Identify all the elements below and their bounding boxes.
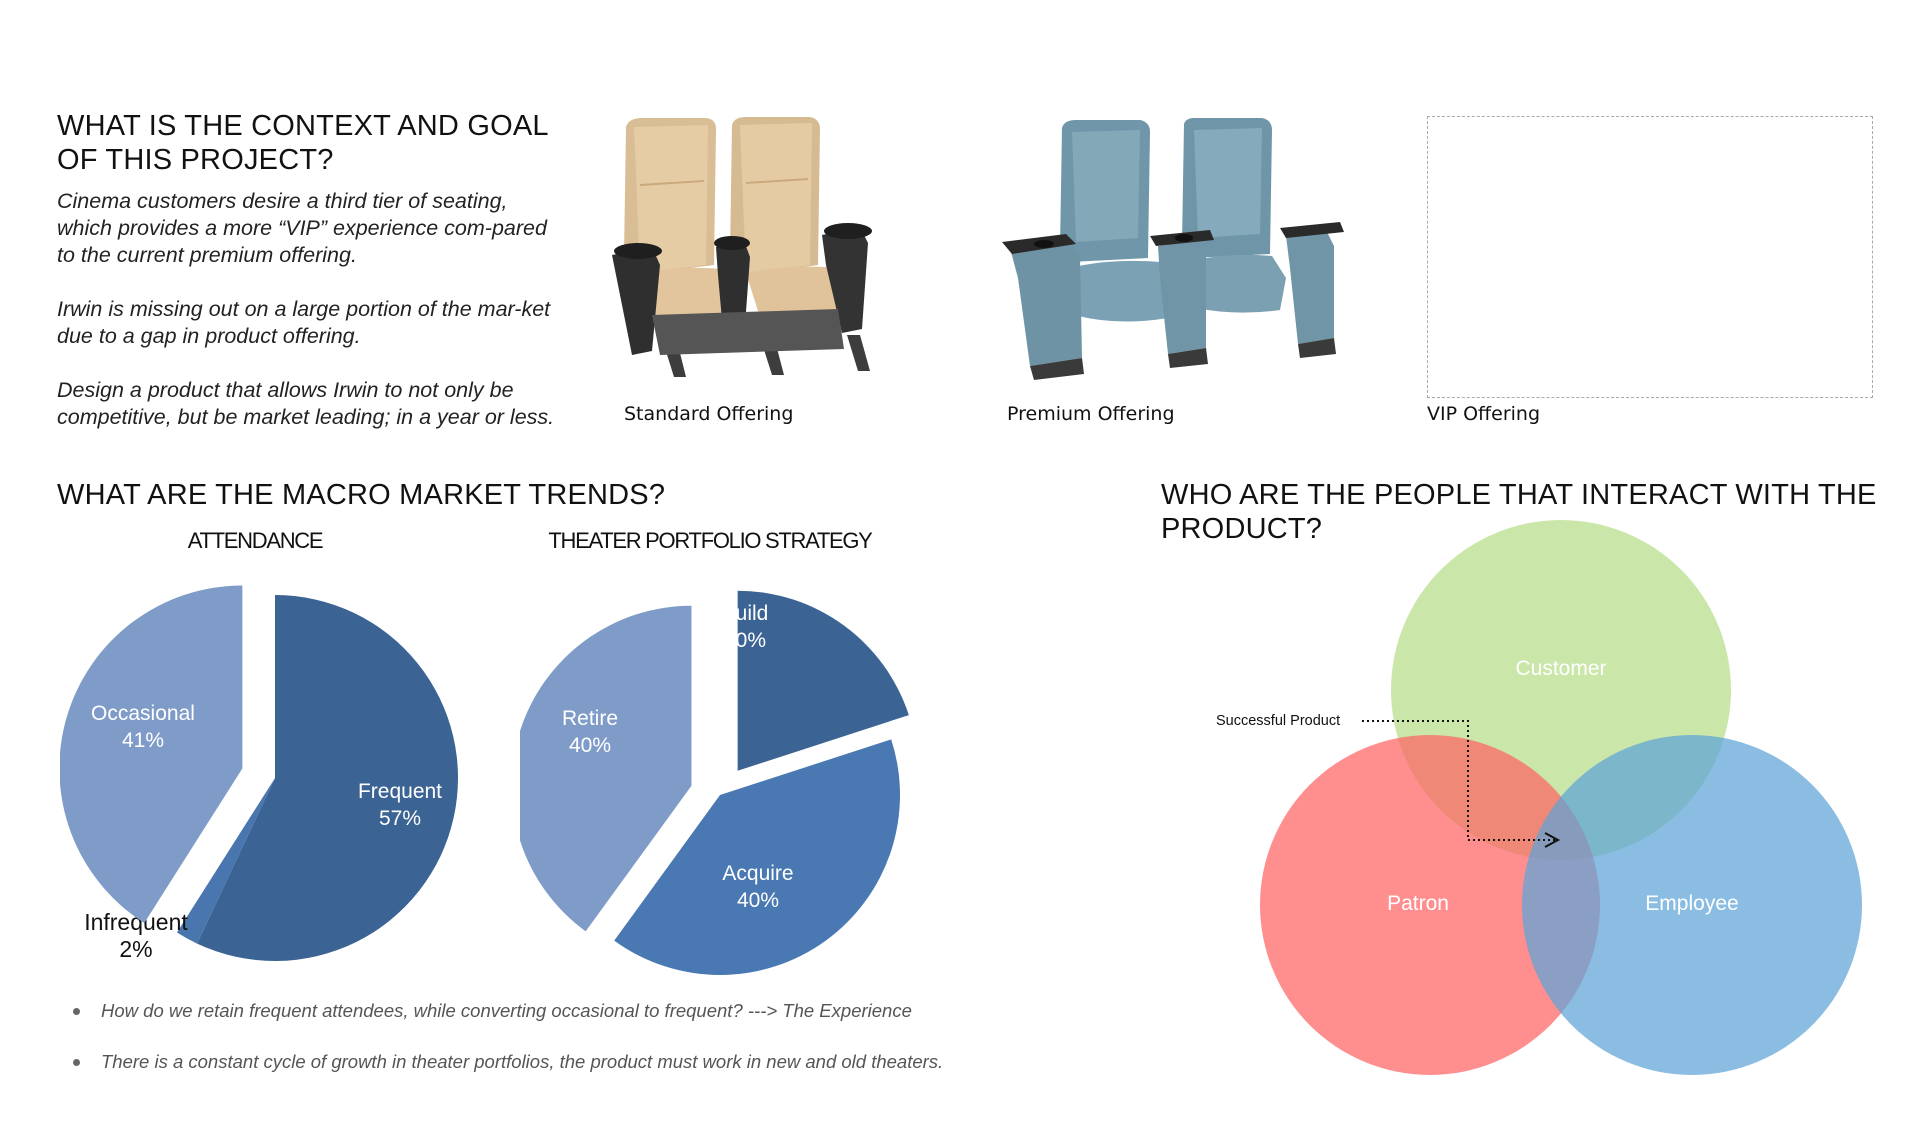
bullet-item: There is a constant cycle of growth in t… <box>70 1051 943 1075</box>
intro-paragraph: Irwin is missing out on a large portion … <box>57 297 551 348</box>
pie-slice-infrequent <box>176 778 275 944</box>
slice-value-label: 2% <box>119 936 152 962</box>
slice-value-label: 40% <box>737 889 779 912</box>
venn-label-employee: Employee <box>1645 892 1738 915</box>
people-heading: WHO ARE THE PEOPLE THAT INTERACT WITH TH… <box>1161 479 1877 545</box>
trends-heading: WHAT ARE THE MACRO MARKET TRENDS? <box>57 479 666 511</box>
slice-label: Acquire <box>722 862 793 885</box>
standard-offering-label: Standard Offering <box>624 403 794 425</box>
standard-seat-image <box>612 117 872 377</box>
bullet-item: How do we retain frequent attendees, whi… <box>70 1000 943 1024</box>
intro-paragraph: Design a product that allows Irwin to no… <box>57 378 555 429</box>
premium-seat-image <box>1002 118 1344 380</box>
successful-product-annotation: Successful Product <box>1216 713 1340 729</box>
slice-value-label: 41% <box>122 729 164 752</box>
pie-slice-occasional <box>60 585 243 924</box>
slice-value-label: 57% <box>379 807 421 830</box>
venn-label-customer: Customer <box>1515 657 1606 680</box>
context-heading: WHAT IS THE CONTEXT AND GOAL OF THIS PRO… <box>57 110 548 176</box>
slice-label: Retire <box>562 707 618 730</box>
venn-label-patron: Patron <box>1387 892 1449 915</box>
venn-circle-employee <box>1522 735 1862 1075</box>
slice-label: Occasional <box>91 702 195 725</box>
arrowhead-icon <box>1544 832 1561 848</box>
people-venn-diagram: Customer Patron Employee Successful Product <box>1216 520 1862 1075</box>
slice-value-label: 40% <box>569 734 611 757</box>
intro-paragraph: Cinema customers desire a third tier of … <box>57 189 547 267</box>
slice-label: Frequent <box>358 780 442 803</box>
slice-value-label: 20% <box>724 629 766 652</box>
portfolio-pie-chart: Build 20% Acquire 40% Retire 40% <box>520 590 909 975</box>
trends-bullet-list: How do we retain frequent attendees, whi… <box>70 1000 943 1102</box>
premium-offering-label: Premium Offering <box>1007 403 1175 425</box>
pie-slice-acquire <box>614 739 900 975</box>
portfolio-chart-title: THEATER PORTFOLIO STRATEGY <box>548 528 872 553</box>
context-intro: Cinema customers desire a third tier of … <box>57 188 557 458</box>
vip-offering-placeholder <box>1427 116 1873 398</box>
slice-label: Build <box>722 602 769 625</box>
vip-offering-label: VIP Offering <box>1427 403 1541 425</box>
pie-slice-retire <box>520 605 692 932</box>
annotation-leader-line <box>1362 720 1555 841</box>
venn-circle-patron <box>1260 735 1600 1075</box>
attendance-chart-title: ATTENDANCE <box>187 528 324 553</box>
pie-slice-frequent <box>197 595 459 961</box>
pie-slice-build <box>737 590 909 771</box>
